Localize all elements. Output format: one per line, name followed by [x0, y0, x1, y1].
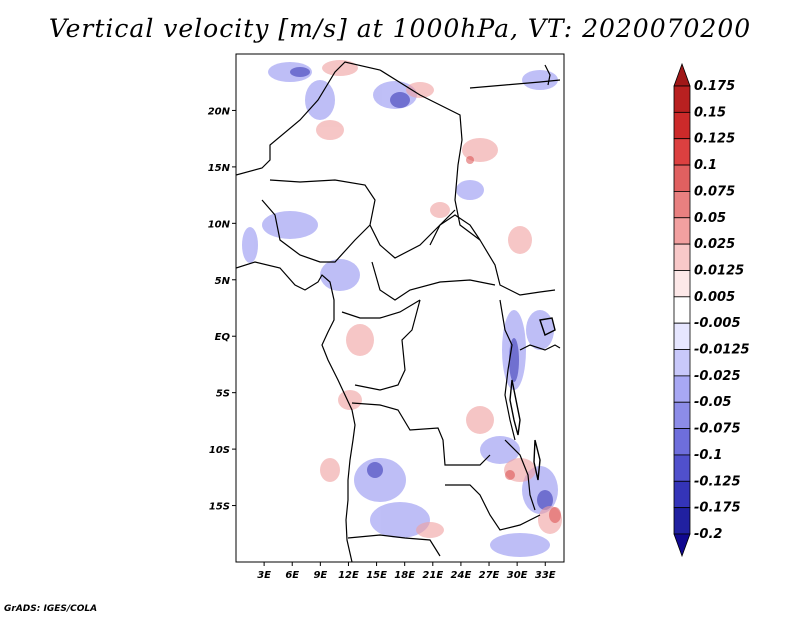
lon-tick-label: 27E — [479, 570, 500, 581]
lat-tick-label: 15S — [209, 502, 230, 513]
colorbar-label: -0.075 — [694, 422, 741, 437]
lat-tick-label: EQ — [215, 332, 231, 343]
colorbar-swatch — [673, 111, 691, 140]
colorbar-swatch — [673, 243, 691, 271]
colorbar-label: 0.0125 — [694, 263, 744, 278]
colorbar: 0.175 0.15 0.125 0.1 0.075 0.05 0.025 0.0125 0.0… — [673, 62, 750, 558]
lat-tick-label: 10S — [209, 445, 230, 456]
colorbar-label: -0.025 — [694, 369, 741, 384]
lon-tick-label: 3E — [257, 570, 271, 581]
colorbar-swatch — [673, 401, 691, 429]
coastlines-borders — [236, 61, 561, 562]
colorbar-swatch — [673, 322, 691, 350]
colorbar-swatch — [673, 62, 691, 87]
colorbar-swatch — [673, 454, 691, 482]
lakes — [509, 317, 556, 481]
colorbar-label: 0.175 — [694, 79, 735, 94]
lat-tick-label: 15N — [208, 163, 231, 174]
colorbar-label: 0.1 — [694, 158, 717, 173]
colorbar-swatch — [673, 428, 691, 456]
lat-tick-label: 5N — [215, 276, 231, 287]
colorbar-label: 0.075 — [694, 184, 735, 199]
colorbar-label: 0.125 — [694, 132, 735, 147]
lon-tick-label: 6E — [285, 570, 299, 581]
colorbar-label: 0.15 — [694, 105, 726, 120]
colorbar-label: -0.1 — [694, 448, 722, 463]
lon-tick-label: 18E — [394, 570, 415, 581]
chart-title: Vertical velocity [m/s] at 1000hPa, VT: … — [48, 14, 752, 43]
lon-tick-label: 21E — [422, 570, 443, 581]
colorbar-label: 0.05 — [694, 211, 726, 226]
colorbar-swatch — [673, 85, 691, 113]
lon-tick-label: 33E — [535, 570, 556, 581]
longitude-axis: 3E 6E 9E 12E 15E 18E 21E 24E 27E 30E 33E — [257, 562, 556, 581]
colorbar-swatch — [673, 217, 691, 245]
velocity-field — [242, 60, 562, 557]
lat-tick-label: 20N — [208, 106, 231, 117]
colorbar-swatch — [673, 138, 691, 166]
colorbar-label: 0.025 — [694, 237, 735, 252]
lon-tick-label: 12E — [338, 570, 359, 581]
latitude-axis: 20N 15N 10N 5N EQ 5S 10S 15S — [208, 106, 236, 513]
colorbar-swatch — [673, 349, 691, 377]
colorbar-swatch — [673, 191, 691, 219]
colorbar-swatch — [673, 296, 691, 324]
colorbar-swatch — [673, 480, 691, 509]
lon-tick-label: 24E — [451, 570, 472, 581]
colorbar-swatch — [673, 507, 691, 535]
colorbar-label: -0.2 — [694, 527, 722, 542]
lat-tick-label: 10N — [208, 219, 231, 230]
colorbar-swatch — [673, 375, 691, 403]
lat-tick-label: 5S — [216, 389, 230, 400]
colorbar-label: -0.05 — [694, 395, 731, 410]
lon-tick-label: 15E — [366, 570, 387, 581]
map-frame — [235, 53, 565, 563]
lon-tick-label: 30E — [507, 570, 528, 581]
lon-tick-label: 9E — [313, 570, 327, 581]
colorbar-label: -0.005 — [694, 316, 741, 331]
colorbar-label: -0.0125 — [694, 343, 750, 358]
colorbar-label: -0.125 — [694, 474, 741, 489]
colorbar-swatch — [673, 533, 691, 558]
colorbar-swatch — [673, 164, 691, 192]
colorbar-label: 0.005 — [694, 290, 735, 305]
footer-credit: GrADS: IGES/COLA — [4, 604, 98, 614]
colorbar-label: -0.175 — [694, 501, 741, 516]
colorbar-swatch — [673, 270, 691, 298]
